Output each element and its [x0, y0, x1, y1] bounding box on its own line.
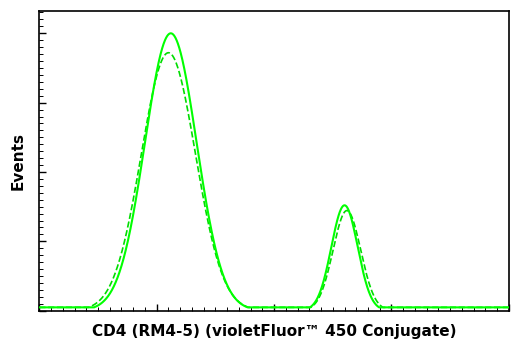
Y-axis label: Events: Events — [11, 132, 26, 190]
X-axis label: CD4 (RM4-5) (violetFluor™ 450 Conjugate): CD4 (RM4-5) (violetFluor™ 450 Conjugate) — [92, 324, 457, 339]
